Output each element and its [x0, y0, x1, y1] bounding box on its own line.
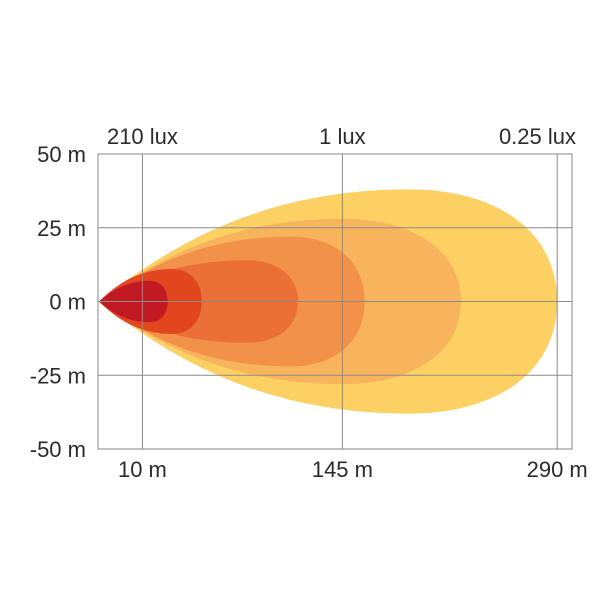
- x-tick-label: 10 m: [118, 457, 167, 482]
- y-tick-label: 0 m: [49, 290, 86, 315]
- y-tick-label: 25 m: [37, 216, 86, 241]
- lux-label: 210 lux: [107, 124, 178, 149]
- plot-frame: [97, 153, 573, 450]
- axis-labels: 50 m 25 m 0 m -25 m -50 m 10 m 145 m 290 m 210 l…: [30, 124, 588, 482]
- grid: [97, 153, 573, 450]
- y-tick-label: -25 m: [30, 363, 86, 388]
- x-tick-label: 145 m: [312, 457, 373, 482]
- y-tick-label: 50 m: [37, 142, 86, 167]
- lux-label: 0.25 lux: [499, 124, 576, 149]
- x-tick-label: 290 m: [527, 457, 588, 482]
- lux-label: 1 lux: [319, 124, 365, 149]
- y-tick-label: -50 m: [30, 437, 86, 462]
